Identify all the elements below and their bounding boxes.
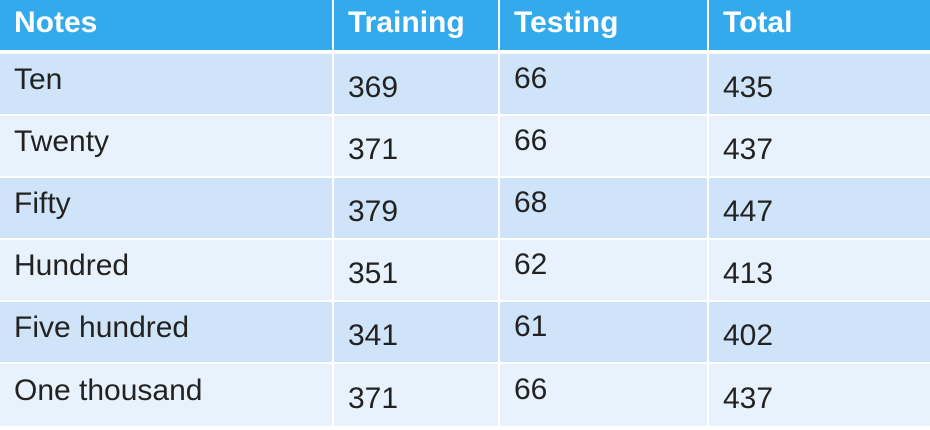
- cell-testing: 66: [500, 364, 709, 426]
- table-row: Hundred 351 62 413: [0, 240, 930, 302]
- cell-testing: 66: [500, 116, 709, 178]
- cell-total: 437: [709, 116, 930, 178]
- header-testing: Testing: [500, 0, 709, 54]
- header-row: Notes Training Testing Total: [0, 0, 930, 54]
- cell-training: 351: [334, 240, 500, 302]
- table-body: Ten 369 66 435 Twenty 371 66 437 Fifty 3…: [0, 54, 930, 426]
- header-training: Training: [334, 0, 500, 54]
- cell-training: 379: [334, 178, 500, 240]
- cell-testing: 66: [500, 54, 709, 116]
- cell-notes: One thousand: [0, 364, 334, 426]
- table-row: Five hundred 341 61 402: [0, 302, 930, 364]
- cell-testing: 68: [500, 178, 709, 240]
- cell-testing: 62: [500, 240, 709, 302]
- cell-total: 402: [709, 302, 930, 364]
- header-total: Total: [709, 0, 930, 54]
- cell-total: 413: [709, 240, 930, 302]
- cell-training: 371: [334, 116, 500, 178]
- cell-training: 369: [334, 54, 500, 116]
- cell-notes: Fifty: [0, 178, 334, 240]
- cell-notes: Twenty: [0, 116, 334, 178]
- cell-total: 435: [709, 54, 930, 116]
- cell-notes: Hundred: [0, 240, 334, 302]
- cell-total: 447: [709, 178, 930, 240]
- table-row: Ten 369 66 435: [0, 54, 930, 116]
- header-notes: Notes: [0, 0, 334, 54]
- cell-notes: Five hundred: [0, 302, 334, 364]
- cell-total: 437: [709, 364, 930, 426]
- table-header: Notes Training Testing Total: [0, 0, 930, 54]
- table-row: One thousand 371 66 437: [0, 364, 930, 426]
- cell-notes: Ten: [0, 54, 334, 116]
- cell-training: 371: [334, 364, 500, 426]
- table-row: Fifty 379 68 447: [0, 178, 930, 240]
- table-row: Twenty 371 66 437: [0, 116, 930, 178]
- cell-training: 341: [334, 302, 500, 364]
- cell-testing: 61: [500, 302, 709, 364]
